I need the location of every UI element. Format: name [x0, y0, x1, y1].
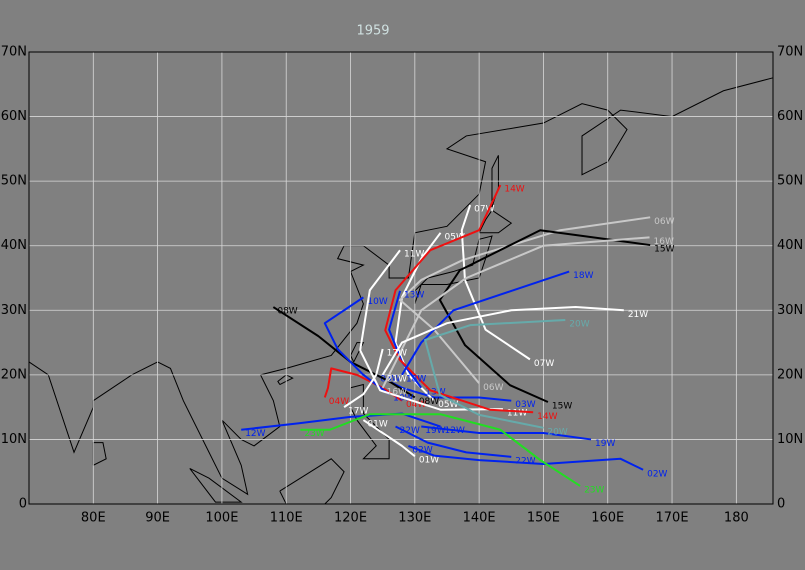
storm-track — [384, 184, 534, 414]
track-label: 11W — [507, 409, 527, 419]
track-label: 19W — [595, 439, 615, 449]
x-tick-label: 110E — [270, 511, 303, 526]
storm-track — [438, 229, 651, 403]
track-label: 01W — [367, 420, 387, 430]
x-tick-label: 130E — [398, 511, 431, 526]
track-label: 21W — [387, 374, 407, 384]
track-label: 22W — [400, 426, 420, 436]
track-label: 18W — [406, 374, 426, 384]
track-label: 06W — [654, 217, 674, 227]
track-label: 18W — [573, 271, 593, 281]
track-label: 03W — [380, 374, 400, 384]
y-tick-label: 70N — [777, 45, 803, 60]
track-label: 17W — [348, 407, 368, 417]
storm-track — [408, 444, 644, 471]
track-label: 20W — [569, 319, 589, 329]
storm-track — [424, 318, 566, 429]
x-tick-label: 170E — [656, 511, 689, 526]
storm-track — [241, 412, 441, 431]
track-label: 15W — [552, 401, 572, 411]
track-label: 11W — [404, 250, 424, 260]
track-label: 04W — [406, 400, 426, 410]
x-tick-label: 120E — [334, 511, 367, 526]
storm-track — [359, 249, 503, 411]
storm-track — [343, 348, 384, 408]
coastline — [28, 77, 774, 496]
y-tick-label: 20N — [777, 367, 803, 382]
track-label: 10W — [367, 297, 387, 307]
x-tick-label: 100E — [205, 511, 238, 526]
storm-track — [300, 413, 581, 487]
track-label: 22W — [515, 456, 535, 466]
track-label: 14W — [537, 412, 557, 422]
y-tick-label: 60N — [777, 109, 803, 124]
y-tick-label: 30N — [777, 303, 803, 318]
track-label: 04W — [329, 397, 349, 407]
storm-track — [388, 290, 423, 389]
frame — [28, 51, 774, 505]
x-tick-label: 150E — [527, 511, 560, 526]
storm-track — [394, 232, 442, 402]
track-label: 08W — [419, 397, 439, 407]
x-tick-label: 80E — [81, 511, 106, 526]
coastline — [28, 77, 774, 505]
y-tick-label: 10N — [1, 432, 27, 447]
track-label: 05W — [445, 232, 465, 242]
y-tick-label: 70N — [1, 45, 27, 60]
x-tick-label: 140E — [463, 511, 496, 526]
x-tick-label: 90E — [145, 511, 170, 526]
y-tick-label: 10N — [777, 432, 803, 447]
track-label: 07W — [534, 359, 554, 369]
y-tick-label: 0 — [19, 497, 27, 512]
track-label: 01W — [419, 456, 439, 466]
track-label: 20W — [547, 427, 567, 437]
track-label: 23W — [304, 429, 324, 439]
y-tick-label: 20N — [1, 367, 27, 382]
track-label: 12W — [245, 429, 265, 439]
track-label: 16W — [654, 237, 674, 247]
y-tick-label: 40N — [1, 238, 27, 253]
track-label: 07W — [474, 205, 494, 215]
x-tick-label: 180 — [724, 511, 749, 526]
y-tick-label: 30N — [1, 303, 27, 318]
y-tick-label: 40N — [777, 238, 803, 253]
storm-track — [401, 270, 570, 376]
track-label: 06W — [483, 383, 503, 393]
track-label: 03W — [515, 400, 535, 410]
track-label: 19W — [425, 426, 445, 436]
x-tick-label: 160E — [591, 511, 624, 526]
storm-track — [381, 306, 624, 376]
storm-track — [421, 425, 592, 441]
track-label: 05W — [438, 400, 458, 410]
chart-title: 1959 — [356, 24, 389, 39]
track-label: 02W — [647, 469, 667, 479]
track-label: 08W — [277, 307, 297, 317]
coastline — [189, 468, 243, 503]
y-tick-label: 50N — [1, 174, 27, 189]
track-label: 13W — [404, 290, 424, 300]
y-tick-label: 50N — [777, 174, 803, 189]
storm-track — [362, 419, 416, 457]
track-label: 02W — [412, 445, 432, 455]
track-label: 15W — [654, 245, 674, 255]
storm-track — [395, 425, 512, 458]
track-label: 23W — [584, 485, 604, 495]
storm-track — [381, 236, 650, 389]
track-label: 17W — [387, 349, 407, 359]
track-label: 21W — [628, 310, 648, 320]
coastline — [478, 209, 513, 234]
track-label: 16W — [387, 387, 407, 397]
track-label: 14W — [504, 185, 524, 195]
y-tick-label: 0 — [777, 497, 785, 512]
storm-track — [323, 367, 403, 402]
y-tick-label: 60N — [1, 109, 27, 124]
